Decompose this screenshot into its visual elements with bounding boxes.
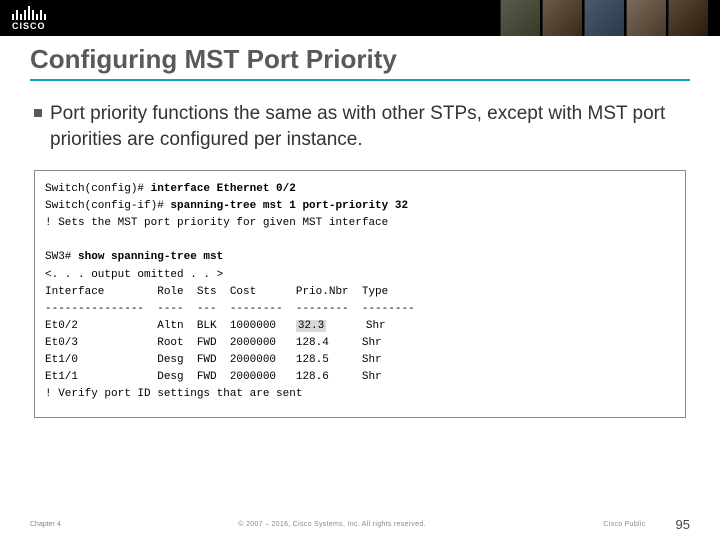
slide-title: Configuring MST Port Priority: [30, 44, 690, 75]
header-photo: [584, 0, 624, 36]
slide-footer: Chapter 4 © 2007 – 2016, Cisco Systems, …: [0, 517, 720, 532]
footer-classification: Cisco Public: [603, 521, 645, 528]
header-photo: [668, 0, 708, 36]
bullet-icon: [34, 109, 42, 117]
header-photo-strip: [500, 0, 708, 36]
footer-page-number: 95: [676, 517, 690, 532]
header-photo: [542, 0, 582, 36]
bullet-text: Port priority functions the same as with…: [50, 101, 686, 152]
footer-chapter: Chapter 4: [30, 521, 61, 528]
title-underline: [30, 79, 690, 81]
header-photo: [626, 0, 666, 36]
footer-copyright: © 2007 – 2016, Cisco Systems, Inc. All r…: [61, 521, 604, 528]
header-photo: [500, 0, 540, 36]
cisco-logo: CISCO: [12, 6, 46, 31]
bullet-item: Port priority functions the same as with…: [30, 101, 690, 170]
slide-content: Configuring MST Port Priority Port prior…: [0, 36, 720, 418]
header-bar: CISCO: [0, 0, 720, 36]
terminal-output-box: Switch(config)# interface Ethernet 0/2Sw…: [34, 170, 686, 418]
logo-text: CISCO: [12, 22, 46, 31]
logo-bars-icon: [12, 6, 46, 20]
